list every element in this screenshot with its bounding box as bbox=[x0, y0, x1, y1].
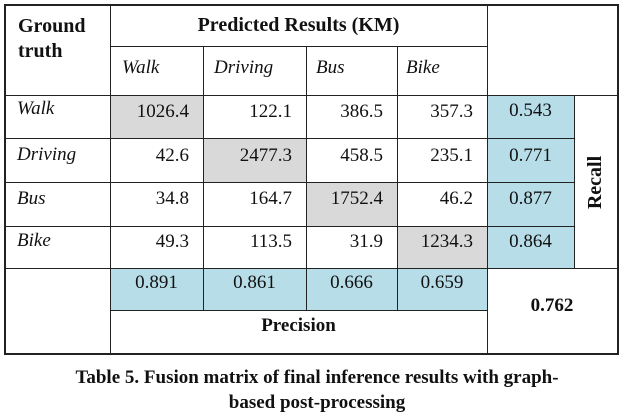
col-header-driving: Driving bbox=[214, 57, 274, 78]
recall-bike: 0.864 bbox=[509, 231, 552, 252]
precision-bike: 0.659 bbox=[420, 272, 464, 293]
precision-driving: 0.861 bbox=[233, 272, 276, 293]
recall-bus: 0.877 bbox=[509, 188, 552, 209]
cell-bus-bus: 1752.4 bbox=[330, 188, 383, 209]
cell-driving-walk: 42.6 bbox=[155, 145, 189, 166]
recall-label: Recall bbox=[574, 96, 618, 268]
row-label-walk: Walk bbox=[17, 98, 55, 119]
overall-score: 0.762 bbox=[530, 295, 574, 316]
recall-label-text: Recall bbox=[584, 155, 607, 209]
cell-walk-driving: 122.1 bbox=[249, 101, 292, 122]
diag-bg-bus bbox=[306, 182, 397, 226]
recall-walk: 0.543 bbox=[509, 100, 552, 121]
col-header-bike: Bike bbox=[406, 57, 440, 78]
row-label-bike: Bike bbox=[17, 230, 51, 251]
cell-bus-bike: 46.2 bbox=[439, 188, 473, 209]
diag-bg-driving bbox=[203, 138, 306, 182]
rule-under-header bbox=[110, 46, 487, 47]
col-header-walk: Walk bbox=[122, 57, 160, 78]
cell-bike-bus: 31.9 bbox=[349, 231, 383, 252]
predicted-results-header: Predicted Results (KM) bbox=[197, 13, 400, 36]
rule-col-f bbox=[574, 96, 575, 268]
precision-walk: 0.891 bbox=[135, 272, 178, 293]
row-label-bus: Bus bbox=[17, 188, 46, 209]
row-label-driving: Driving bbox=[17, 144, 77, 165]
cell-driving-driving: 2477.3 bbox=[239, 145, 292, 166]
cell-bike-driving: 113.5 bbox=[249, 231, 292, 252]
rule-row2 bbox=[4, 182, 574, 183]
col-header-bus: Bus bbox=[316, 57, 345, 78]
rule-col-a bbox=[110, 4, 111, 355]
cell-bus-driving: 164.7 bbox=[249, 188, 292, 209]
cell-bike-bike: 1234.3 bbox=[420, 231, 473, 252]
cell-driving-bike: 235.1 bbox=[430, 145, 473, 166]
rule-row3 bbox=[4, 226, 574, 227]
rule-header-bottom bbox=[4, 95, 618, 96]
rule-row4 bbox=[4, 268, 618, 269]
rule-col-d bbox=[397, 46, 398, 310]
precision-bus: 0.666 bbox=[330, 272, 373, 293]
ground-truth-header: Ground truth bbox=[18, 15, 86, 62]
cell-bike-walk: 49.3 bbox=[155, 231, 189, 252]
cell-walk-bike: 357.3 bbox=[430, 101, 473, 122]
rule-col-c bbox=[306, 46, 307, 310]
table-caption-line1: Table 5. Fusion matrix of final inferenc… bbox=[75, 367, 559, 388]
rule-col-e bbox=[487, 4, 488, 355]
diag-bg-walk bbox=[110, 96, 203, 138]
rule-row1 bbox=[4, 138, 574, 139]
rule-top bbox=[4, 4, 618, 6]
cell-bus-walk: 34.8 bbox=[155, 188, 189, 209]
recall-driving: 0.771 bbox=[509, 145, 552, 166]
rule-col-b bbox=[203, 46, 204, 310]
cell-driving-bus: 458.5 bbox=[340, 145, 383, 166]
precision-label: Precision bbox=[261, 315, 336, 336]
rule-precision bbox=[110, 310, 487, 311]
cell-walk-walk: 1026.4 bbox=[136, 101, 189, 122]
rule-bottom bbox=[4, 353, 618, 355]
diag-bg-bike bbox=[397, 226, 487, 268]
rule-right bbox=[617, 4, 619, 355]
rule-left bbox=[4, 4, 6, 355]
cell-walk-bus: 386.5 bbox=[340, 101, 383, 122]
precision-row-bg bbox=[110, 268, 487, 310]
table-caption-line2: based post-processing bbox=[228, 392, 406, 413]
